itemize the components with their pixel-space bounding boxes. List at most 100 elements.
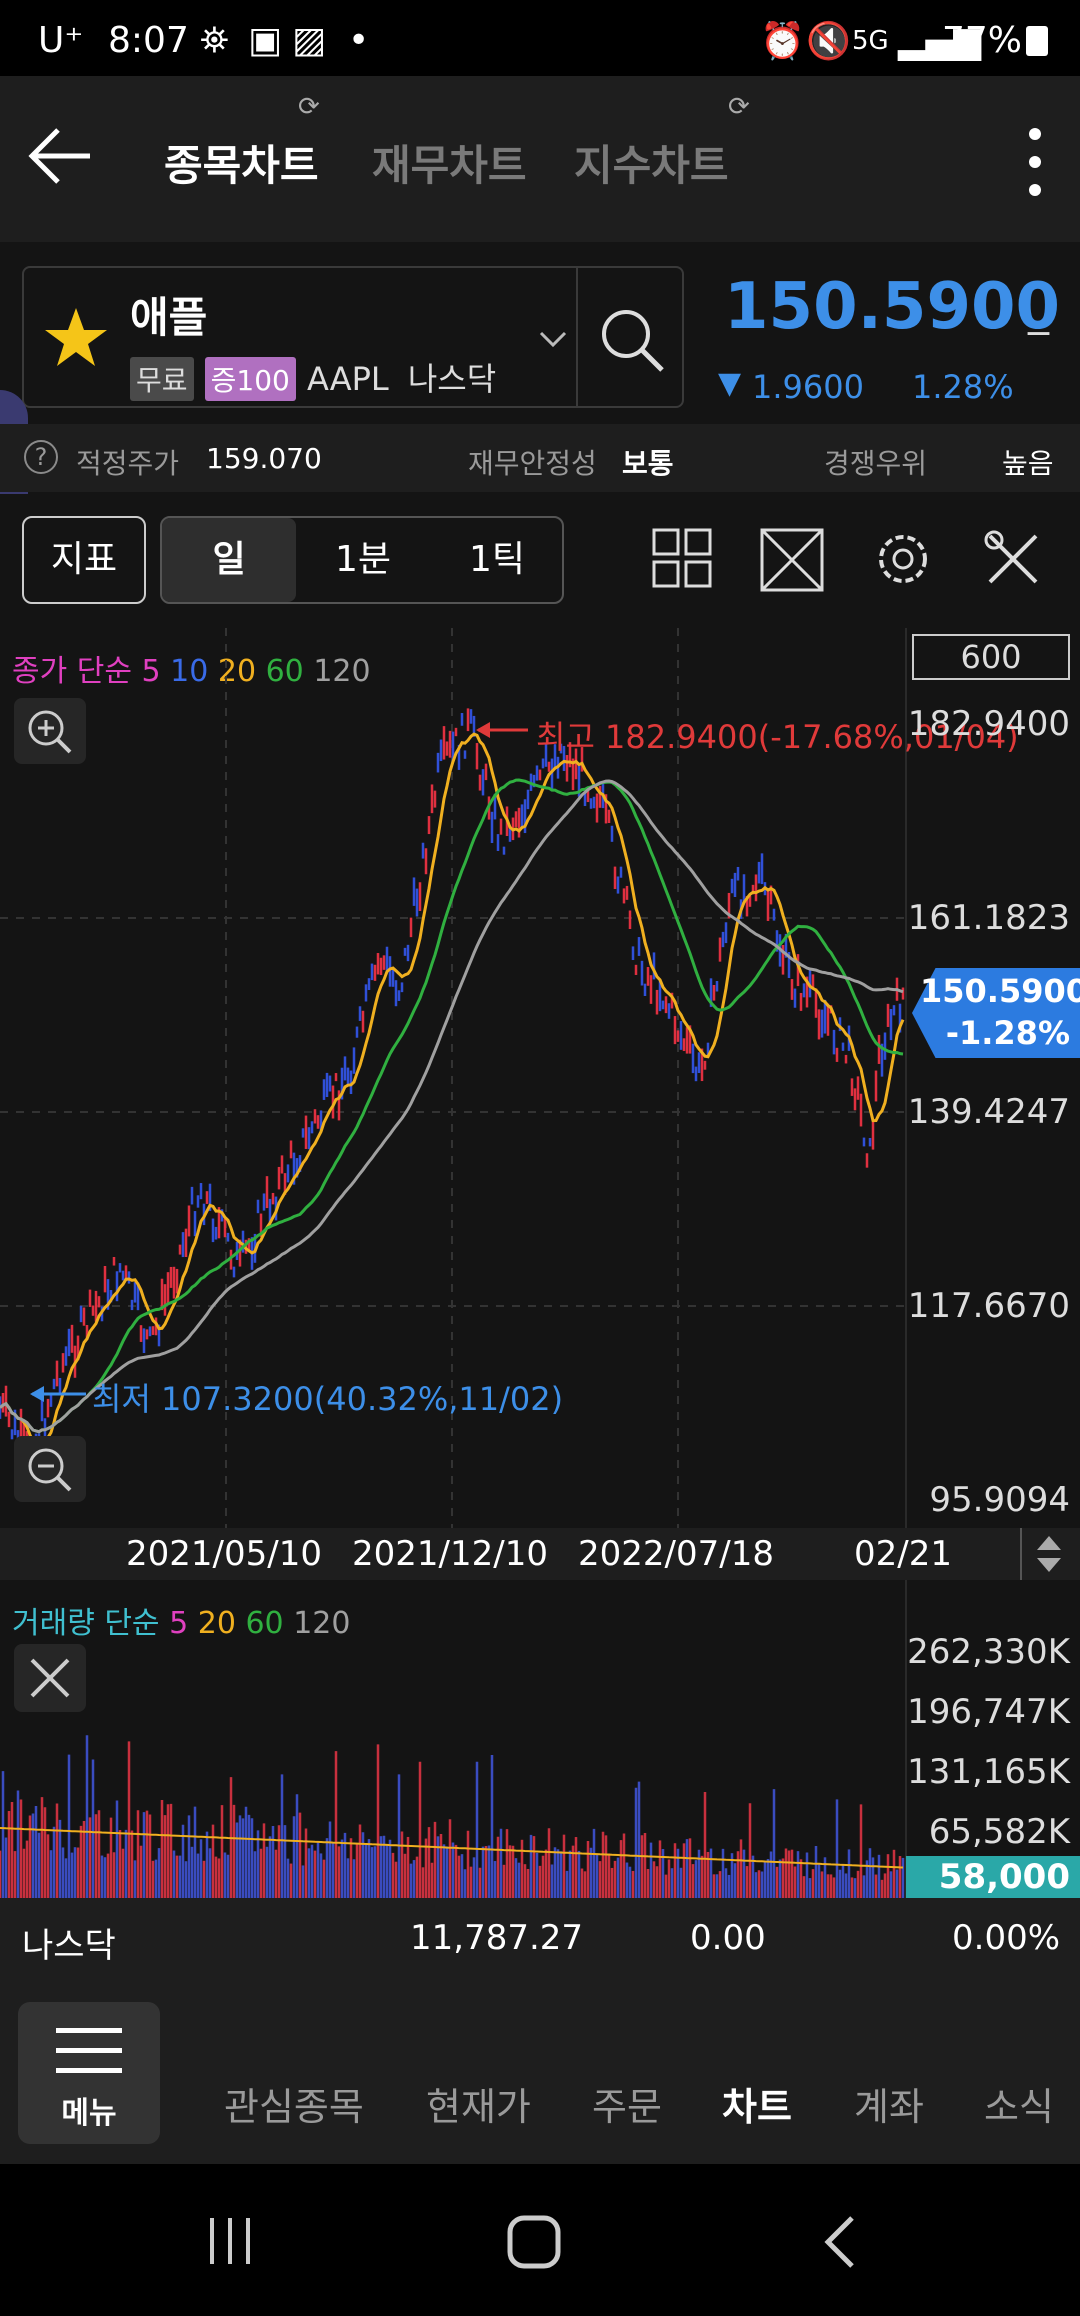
price-dash: _: [1028, 286, 1049, 335]
volume-chart-svg: [0, 1580, 907, 1898]
index-value: 11,787.27: [410, 1918, 584, 1958]
close-icon[interactable]: [14, 1644, 86, 1712]
grid-layout-icon[interactable]: [652, 528, 712, 588]
search-button[interactable]: [576, 266, 684, 408]
tab-index-chart[interactable]: 지수차트: [574, 141, 729, 190]
menu-button[interactable]: 메뉴: [18, 2002, 160, 2144]
vol-y-label-3: 131,165K: [907, 1752, 1070, 1792]
nav-watchlist[interactable]: 관심종목: [224, 2085, 364, 2129]
more-menu-icon[interactable]: [1020, 122, 1050, 202]
battery-icon: [1026, 26, 1048, 56]
index-ticker-bar[interactable]: 나스닥 11,787.27 0.00 0.00%: [0, 1898, 1080, 1982]
current-price: 150.5900: [724, 270, 1061, 344]
nav-account[interactable]: 계좌: [854, 2085, 924, 2129]
legend-ma120: 120: [313, 654, 371, 689]
y-label-2: 161.1823: [907, 898, 1070, 938]
low-label: 최저 107.3200(40.32%,11/02): [92, 1380, 564, 1418]
stock-selector[interactable]: 애플 무료 증100 AAPL 나스닥: [22, 266, 684, 408]
chart-toolbar: 지표 일 1분 1틱: [0, 494, 1080, 622]
competitive-label: 경쟁우위: [824, 447, 928, 480]
period-tick-button[interactable]: 1틱: [468, 539, 526, 580]
nav-overflow-clip: 소식: [984, 2076, 1080, 2126]
volume-chart[interactable]: 거래량 단순 5 20 60 120 262,330K 196,747K 131…: [0, 1580, 1080, 1898]
stock-name: 애플: [130, 293, 208, 342]
legend-ma60: 60: [265, 654, 304, 689]
tab-financial-chart[interactable]: 재무차트: [372, 141, 527, 190]
nav-order[interactable]: 주문: [592, 2085, 662, 2129]
zoom-out-icon[interactable]: [14, 1436, 86, 1502]
star-icon[interactable]: [44, 306, 108, 368]
home-icon[interactable]: [506, 2214, 562, 2270]
x-label-1: 2021/05/10: [126, 1534, 322, 1574]
x-axis: 2021/05/10 2021/12/10 2022/07/18 02/21: [0, 1528, 1080, 1580]
stability-label: 재무안정성: [468, 447, 597, 480]
vol-y-label-1: 262,330K: [907, 1632, 1070, 1672]
legend-prefix: 종가 단순: [12, 654, 132, 689]
vol-ma20: 20: [197, 1606, 236, 1641]
competitive-value: 높음: [1002, 447, 1054, 480]
rotate-icon: ⟳: [728, 92, 750, 122]
gallery-icon: ▨: [292, 20, 327, 61]
free-badge: 무료: [130, 357, 194, 401]
vol-y-label-4: 65,582K: [928, 1812, 1070, 1852]
split-resize-icon[interactable]: [1034, 1534, 1064, 1574]
top-nav: 종목차트 ⟳ 재무차트 지수차트 ⟳: [0, 76, 1080, 242]
nav-chart[interactable]: 차트: [722, 2085, 792, 2129]
nav-news[interactable]: 소식: [984, 2085, 1054, 2126]
legend-ma10: 10: [170, 654, 209, 689]
dot-icon: •: [348, 20, 370, 61]
current-price-tag: [912, 968, 1080, 1058]
back-arrow-icon[interactable]: [28, 126, 94, 186]
legend-ma5: 5: [141, 654, 161, 689]
current-volume-tag: 58,000: [906, 1856, 1080, 1898]
price-change: 1.9600: [752, 368, 864, 406]
y-label-5: 95.9094: [929, 1480, 1070, 1520]
volume-legend: 거래량 단순 5 20 60 120: [12, 1598, 350, 1642]
system-nav: [0, 2164, 1080, 2316]
vol-y-label-2: 196,747K: [907, 1692, 1070, 1732]
margin-badge: 증100: [204, 357, 296, 401]
price-chart-svg: [0, 628, 907, 1528]
signal-icon: ▂▄▆: [898, 20, 982, 61]
volume-ma-line: [0, 1827, 904, 1869]
stock-header: 애플 무료 증100 AAPL 나스닥 150.5900 _ ▼ 1.9600 …: [0, 242, 1080, 422]
fullscreen-icon[interactable]: [760, 528, 824, 592]
chevron-down-icon[interactable]: [538, 330, 568, 348]
nav-current-price[interactable]: 현재가: [426, 2085, 531, 2129]
alarm-icon: ⏰: [760, 21, 805, 62]
carrier: U⁺: [38, 20, 84, 61]
menu-label: 메뉴: [61, 2096, 117, 2131]
period-selector: 일 1분 1틱: [160, 516, 564, 604]
settings-gear-icon[interactable]: [872, 528, 934, 590]
ticker: AAPL: [306, 360, 389, 398]
help-icon[interactable]: ?: [24, 440, 58, 474]
bottom-nav: 메뉴: [0, 1982, 1080, 2164]
activity-icon: ⛯: [200, 20, 229, 61]
stability-value: 보통: [622, 447, 674, 480]
stock-tags: 무료 증100 AAPL 나스닥: [130, 354, 496, 401]
vol-ma60: 60: [245, 1606, 284, 1641]
price-chart[interactable]: 종가 단순 5 10 20 60 120 600 최고 182.9400(-17…: [0, 628, 1080, 1528]
mute-icon: 🔇: [806, 21, 851, 62]
indicator-button[interactable]: 지표: [22, 516, 146, 604]
tab-stock-chart[interactable]: 종목차트: [164, 141, 319, 190]
zoom-in-icon[interactable]: [14, 698, 86, 764]
ma-legend: 종가 단순 5 10 20 60 120: [12, 646, 371, 690]
divider: [1020, 1528, 1022, 1580]
volume-bars: [0, 1735, 905, 1898]
back-icon[interactable]: [820, 2214, 860, 2270]
recent-apps-icon[interactable]: [206, 2216, 256, 2266]
battery-percent: 77%: [942, 20, 1023, 61]
data-count-box[interactable]: 600: [912, 634, 1070, 680]
legend-ma20: 20: [217, 654, 257, 689]
volume-legend-prefix: 거래량 단순: [12, 1606, 160, 1641]
period-minute-button[interactable]: 1분: [334, 539, 392, 580]
period-day-button[interactable]: 일: [162, 518, 296, 602]
down-triangle-icon: ▼: [718, 366, 742, 401]
app-icon: ▣: [248, 20, 283, 61]
search-icon: [602, 310, 664, 372]
y-label-4: 117.6670: [907, 1286, 1070, 1326]
x-label-2: 2021/12/10: [352, 1534, 548, 1574]
vol-ma120: 120: [293, 1606, 351, 1641]
tools-icon[interactable]: [982, 528, 1044, 590]
